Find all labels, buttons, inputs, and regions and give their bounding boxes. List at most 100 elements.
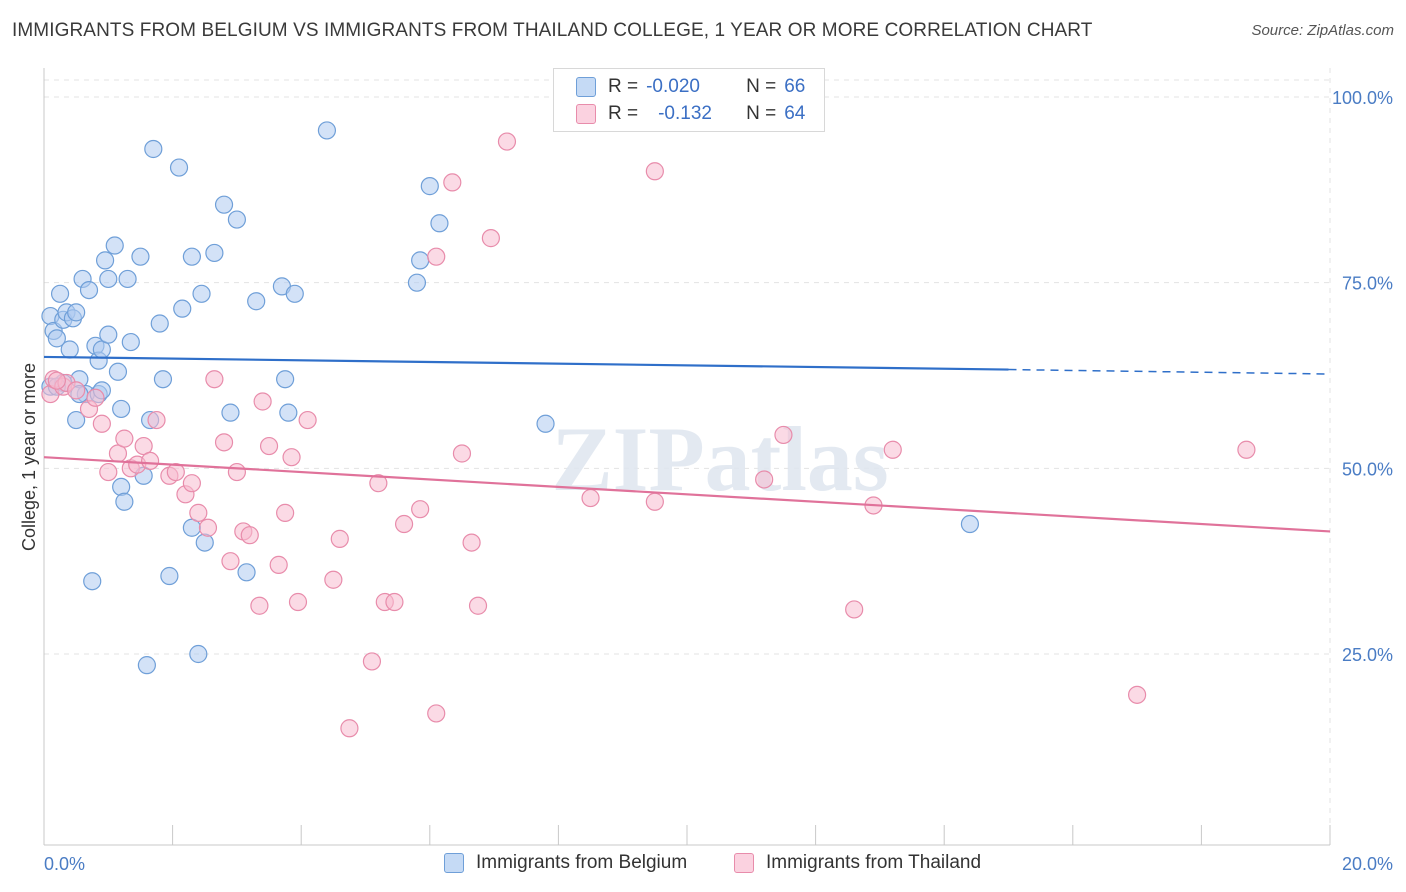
belgium-point — [960, 514, 980, 534]
y-tick-label: 25.0% — [1342, 645, 1393, 665]
belgium-point — [189, 644, 208, 664]
belgium-point — [47, 329, 66, 348]
belgium-point — [411, 251, 430, 270]
thailand-point — [99, 462, 118, 482]
thailand-point — [774, 425, 793, 445]
belgium-point — [79, 280, 99, 300]
thailand-point — [443, 173, 462, 192]
belgium-point — [420, 177, 439, 196]
thailand-point — [755, 470, 774, 489]
belgium-point — [182, 247, 201, 266]
thailand-point — [189, 503, 208, 522]
thailand-point — [115, 429, 134, 448]
belgium-point — [121, 332, 140, 352]
belgium-point — [192, 284, 211, 303]
belgium-point — [169, 158, 189, 177]
thailand-point — [324, 570, 343, 589]
thailand-point — [340, 719, 359, 738]
belgium-points — [41, 121, 980, 675]
belgium-point — [247, 292, 266, 311]
belgium-point — [160, 566, 179, 586]
belgium-point — [430, 214, 449, 233]
thailand-point — [411, 500, 430, 519]
thailand-point — [205, 370, 224, 389]
belgium-point — [99, 269, 118, 289]
belgium-point — [205, 243, 224, 263]
belgium-point — [237, 563, 256, 582]
belgium-point — [279, 403, 298, 422]
belgium-point — [137, 656, 156, 675]
belgium-legend-label: Immigrants from Belgium — [476, 852, 688, 873]
belgium-trendline — [43, 355, 1009, 371]
thailand-point — [883, 440, 902, 459]
thailand-point — [1237, 440, 1256, 459]
thailand-point — [362, 652, 382, 671]
belgium-point — [153, 370, 173, 389]
thailand-point — [497, 132, 517, 151]
x-tick-label: 20.0% — [1342, 854, 1393, 874]
belgium-point — [67, 410, 86, 430]
thailand-point — [259, 436, 279, 456]
legend-row-thailand: R = -0.132 N = 64 — [576, 101, 805, 127]
watermark: ZIPatlas — [551, 408, 888, 510]
belgium-point — [105, 236, 124, 255]
thailand-point — [481, 229, 500, 248]
y-tick-label: 100.0% — [1332, 88, 1393, 108]
belgium-point — [173, 299, 192, 318]
r-label: R = — [608, 76, 639, 97]
legend-item-belgium: Immigrants from Belgium — [444, 852, 687, 874]
thailand-point — [166, 462, 185, 482]
belgium-point — [83, 572, 102, 591]
thailand-point — [385, 592, 404, 612]
belgium-r-value: -0.020 — [646, 76, 700, 97]
axes — [43, 68, 1331, 846]
thailand-point — [214, 433, 234, 452]
thailand-point — [581, 488, 600, 508]
thailand-point — [468, 596, 488, 615]
thailand-point — [253, 392, 272, 411]
thailand-point — [282, 448, 301, 467]
thailand-point — [198, 518, 218, 537]
thailand-point — [452, 444, 472, 463]
belgium-point — [50, 284, 70, 303]
thailand-point — [250, 596, 269, 615]
thailand-swatch — [576, 104, 596, 124]
belgium-point — [131, 247, 150, 266]
belgium-trendline-extension — [1008, 368, 1331, 375]
belgium-point — [115, 492, 134, 511]
belgium-point — [112, 477, 131, 496]
thailand-point — [140, 451, 160, 471]
belgium-point — [536, 414, 555, 433]
thailand-trendline — [43, 456, 1331, 533]
belgium-point — [99, 325, 118, 344]
thailand-point — [298, 410, 317, 430]
belgium-point — [317, 121, 337, 140]
y-tick-labels: 25.0% 50.0% 75.0% 100.0% — [1332, 88, 1393, 665]
thailand-point — [427, 704, 446, 723]
thailand-point — [369, 474, 388, 493]
thailand-point — [462, 533, 481, 552]
x-tick-labels: 0.0% 20.0% — [44, 854, 1393, 874]
thailand-point — [645, 492, 664, 511]
thailand-point — [86, 388, 105, 407]
belgium-point — [285, 284, 304, 303]
legend-item-thailand: Immigrants from Thailand — [734, 852, 981, 874]
belgium-point — [108, 362, 128, 381]
chart-title: IMMIGRANTS FROM BELGIUM VS IMMIGRANTS FR… — [12, 20, 1093, 41]
thailand-point — [1127, 685, 1147, 704]
belgium-point — [150, 314, 169, 333]
thailand-point — [227, 462, 246, 482]
thailand-legend-label: Immigrants from Thailand — [766, 852, 982, 873]
belgium-point — [144, 139, 163, 159]
belgium-point — [221, 403, 240, 422]
legend-row-belgium: R = -0.020 N = 66 — [576, 74, 805, 100]
thailand-point — [269, 555, 288, 574]
thailand-point — [394, 514, 414, 534]
source-credit: Source: ZipAtlas.com — [1251, 22, 1394, 39]
trendlines — [43, 355, 1331, 533]
belgium-point — [195, 533, 214, 552]
belgium-point — [214, 195, 234, 214]
belgium-point — [118, 269, 137, 289]
thailand-point — [92, 414, 111, 433]
y-axis-label: College, 1 year or more — [19, 363, 39, 551]
